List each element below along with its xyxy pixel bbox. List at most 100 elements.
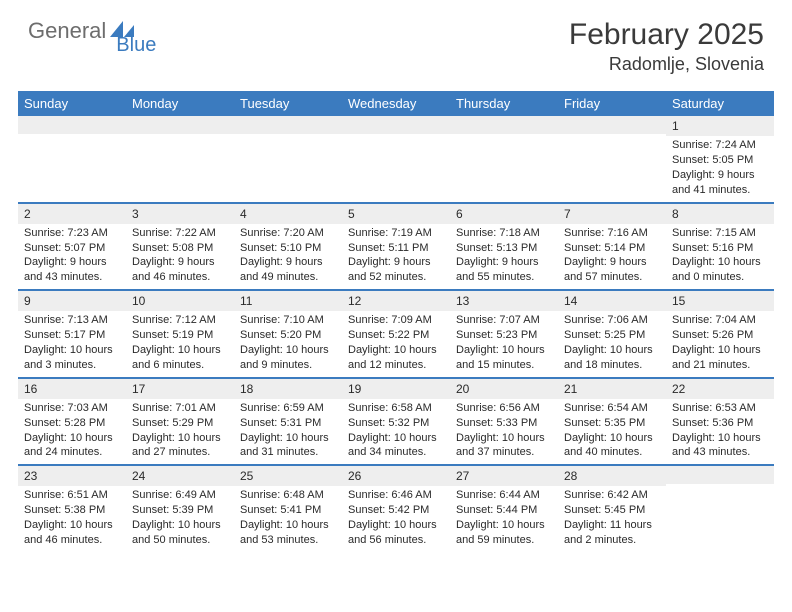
- day-number: 13: [450, 291, 558, 311]
- day-number: 15: [666, 291, 774, 311]
- location-label: Radomlje, Slovenia: [569, 54, 764, 75]
- sunset-line: Sunset: 5:23 PM: [456, 328, 552, 343]
- day-cell: 18Sunrise: 6:59 AMSunset: 5:31 PMDayligh…: [234, 379, 342, 465]
- day-headers: SundayMondayTuesdayWednesdayThursdayFrid…: [18, 91, 774, 116]
- day-body: [450, 134, 558, 140]
- day-number: 20: [450, 379, 558, 399]
- day-cell: 28Sunrise: 6:42 AMSunset: 5:45 PMDayligh…: [558, 466, 666, 552]
- daylight-line: Daylight: 10 hours and 24 minutes.: [24, 431, 120, 461]
- day-number: [126, 116, 234, 134]
- sunset-line: Sunset: 5:29 PM: [132, 416, 228, 431]
- sunrise-line: Sunrise: 7:06 AM: [564, 313, 660, 328]
- sunrise-line: Sunrise: 6:58 AM: [348, 401, 444, 416]
- day-body: Sunrise: 7:20 AMSunset: 5:10 PMDaylight:…: [234, 224, 342, 289]
- day-cell: [342, 116, 450, 202]
- daylight-line: Daylight: 10 hours and 18 minutes.: [564, 343, 660, 373]
- daylight-line: Daylight: 10 hours and 43 minutes.: [672, 431, 768, 461]
- day-body: Sunrise: 6:51 AMSunset: 5:38 PMDaylight:…: [18, 486, 126, 551]
- daylight-line: Daylight: 10 hours and 34 minutes.: [348, 431, 444, 461]
- sunset-line: Sunset: 5:38 PM: [24, 503, 120, 518]
- day-body: Sunrise: 7:13 AMSunset: 5:17 PMDaylight:…: [18, 311, 126, 376]
- day-cell: 20Sunrise: 6:56 AMSunset: 5:33 PMDayligh…: [450, 379, 558, 465]
- day-body: Sunrise: 7:04 AMSunset: 5:26 PMDaylight:…: [666, 311, 774, 376]
- day-body: Sunrise: 7:10 AMSunset: 5:20 PMDaylight:…: [234, 311, 342, 376]
- header: General Blue February 2025 Radomlje, Slo…: [0, 0, 792, 83]
- day-cell: [666, 466, 774, 552]
- sunset-line: Sunset: 5:35 PM: [564, 416, 660, 431]
- day-header: Thursday: [450, 91, 558, 116]
- sunset-line: Sunset: 5:16 PM: [672, 241, 768, 256]
- day-number: [342, 116, 450, 134]
- sunrise-line: Sunrise: 7:10 AM: [240, 313, 336, 328]
- day-cell: 26Sunrise: 6:46 AMSunset: 5:42 PMDayligh…: [342, 466, 450, 552]
- day-cell: 1Sunrise: 7:24 AMSunset: 5:05 PMDaylight…: [666, 116, 774, 202]
- day-cell: [18, 116, 126, 202]
- day-cell: 14Sunrise: 7:06 AMSunset: 5:25 PMDayligh…: [558, 291, 666, 377]
- sunset-line: Sunset: 5:20 PM: [240, 328, 336, 343]
- sunset-line: Sunset: 5:45 PM: [564, 503, 660, 518]
- sunrise-line: Sunrise: 7:03 AM: [24, 401, 120, 416]
- day-number: 23: [18, 466, 126, 486]
- day-number: 28: [558, 466, 666, 486]
- day-header: Friday: [558, 91, 666, 116]
- day-cell: 9Sunrise: 7:13 AMSunset: 5:17 PMDaylight…: [18, 291, 126, 377]
- day-cell: 13Sunrise: 7:07 AMSunset: 5:23 PMDayligh…: [450, 291, 558, 377]
- week-row: 9Sunrise: 7:13 AMSunset: 5:17 PMDaylight…: [18, 291, 774, 379]
- day-number: 18: [234, 379, 342, 399]
- day-number: [450, 116, 558, 134]
- day-body: Sunrise: 6:59 AMSunset: 5:31 PMDaylight:…: [234, 399, 342, 464]
- day-cell: 6Sunrise: 7:18 AMSunset: 5:13 PMDaylight…: [450, 204, 558, 290]
- sunrise-line: Sunrise: 7:15 AM: [672, 226, 768, 241]
- sunset-line: Sunset: 5:28 PM: [24, 416, 120, 431]
- day-body: [342, 134, 450, 140]
- sunrise-line: Sunrise: 7:23 AM: [24, 226, 120, 241]
- sunrise-line: Sunrise: 7:16 AM: [564, 226, 660, 241]
- day-cell: 19 Sunrise: 6:58 AMSunset: 5:32 PMDayligh…: [342, 379, 450, 465]
- day-cell: [558, 116, 666, 202]
- day-body: Sunrise: 7:01 AMSunset: 5:29 PMDaylight:…: [126, 399, 234, 464]
- week-row: 23Sunrise: 6:51 AMSunset: 5:38 PMDayligh…: [18, 466, 774, 552]
- daylight-line: Daylight: 9 hours and 55 minutes.: [456, 255, 552, 285]
- day-body: Sunrise: 6:42 AMSunset: 5:45 PMDaylight:…: [558, 486, 666, 551]
- sunset-line: Sunset: 5:41 PM: [240, 503, 336, 518]
- day-cell: 23Sunrise: 6:51 AMSunset: 5:38 PMDayligh…: [18, 466, 126, 552]
- week-row: 2Sunrise: 7:23 AMSunset: 5:07 PMDaylight…: [18, 204, 774, 292]
- sunrise-line: Sunrise: 6:46 AM: [348, 488, 444, 503]
- sunset-line: Sunset: 5:32 PM: [348, 416, 444, 431]
- day-number: 24: [126, 466, 234, 486]
- sunset-line: Sunset: 5:36 PM: [672, 416, 768, 431]
- day-cell: 11Sunrise: 7:10 AMSunset: 5:20 PMDayligh…: [234, 291, 342, 377]
- sunrise-line: Sunrise: 6:54 AM: [564, 401, 660, 416]
- sunrise-line: Sunrise: 6:49 AM: [132, 488, 228, 503]
- day-body: Sunrise: 6:49 AMSunset: 5:39 PMDaylight:…: [126, 486, 234, 551]
- daylight-line: Daylight: 11 hours and 2 minutes.: [564, 518, 660, 548]
- day-number: 7: [558, 204, 666, 224]
- day-header: Saturday: [666, 91, 774, 116]
- week-row: 16Sunrise: 7:03 AMSunset: 5:28 PMDayligh…: [18, 379, 774, 467]
- sunset-line: Sunset: 5:11 PM: [348, 241, 444, 256]
- day-cell: [126, 116, 234, 202]
- day-header: Monday: [126, 91, 234, 116]
- day-body: Sunrise: 7:15 AMSunset: 5:16 PMDaylight:…: [666, 224, 774, 289]
- sunset-line: Sunset: 5:44 PM: [456, 503, 552, 518]
- week-row: 1Sunrise: 7:24 AMSunset: 5:05 PMDaylight…: [18, 116, 774, 204]
- day-cell: 10Sunrise: 7:12 AMSunset: 5:19 PMDayligh…: [126, 291, 234, 377]
- daylight-line: Daylight: 9 hours and 43 minutes.: [24, 255, 120, 285]
- day-number: 4: [234, 204, 342, 224]
- day-number: 22: [666, 379, 774, 399]
- day-number: 6: [450, 204, 558, 224]
- day-cell: 27Sunrise: 6:44 AMSunset: 5:44 PMDayligh…: [450, 466, 558, 552]
- day-header: Wednesday: [342, 91, 450, 116]
- sunset-line: Sunset: 5:17 PM: [24, 328, 120, 343]
- day-number: 19: [342, 379, 450, 399]
- calendar-body: 1Sunrise: 7:24 AMSunset: 5:05 PMDaylight…: [18, 116, 774, 552]
- day-number: [18, 116, 126, 134]
- sunset-line: Sunset: 5:31 PM: [240, 416, 336, 431]
- day-number: 5: [342, 204, 450, 224]
- day-cell: 8Sunrise: 7:15 AMSunset: 5:16 PMDaylight…: [666, 204, 774, 290]
- day-number: 1: [666, 116, 774, 136]
- sunrise-line: Sunrise: 7:19 AM: [348, 226, 444, 241]
- day-header: Tuesday: [234, 91, 342, 116]
- sunrise-line: Sunrise: 6:44 AM: [456, 488, 552, 503]
- daylight-line: Daylight: 10 hours and 40 minutes.: [564, 431, 660, 461]
